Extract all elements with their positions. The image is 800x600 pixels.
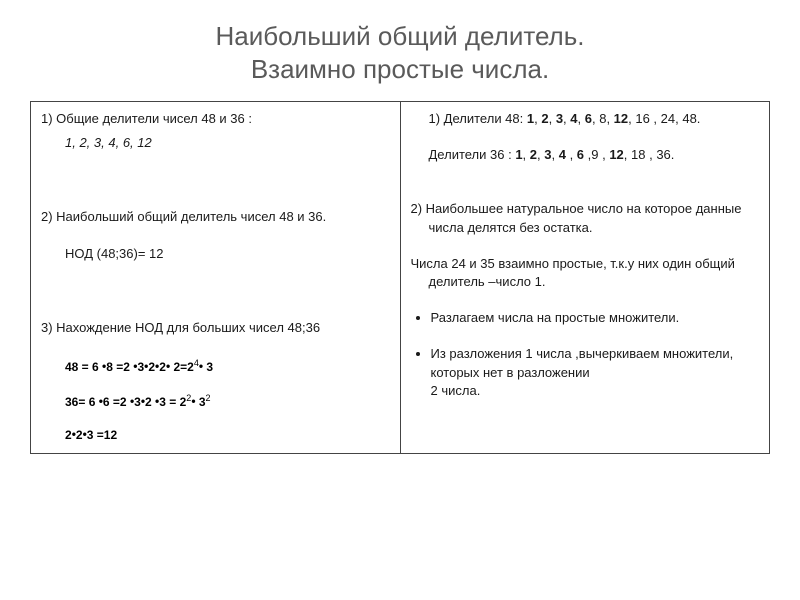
equations-block: 48 = 6 •8 =2 •3•2•2• 2=24• 3 36= 6 •6 =2… [41, 357, 390, 443]
text-bold: 6 [577, 147, 584, 162]
eq-frag: 3 [134, 395, 141, 409]
list-item: Разлагаем числа на простые множители. [431, 309, 760, 327]
text-frag: Делители 36 : [429, 147, 516, 162]
text-bold: 1 [515, 147, 522, 162]
eq-frag: 2 [145, 395, 155, 409]
eq-frag: 2 [65, 428, 72, 442]
spacer [41, 269, 390, 319]
dot-icon: • [155, 359, 159, 373]
spacer [65, 378, 390, 390]
eq-frag: 3 =12 [87, 428, 117, 442]
dot-icon: • [83, 427, 87, 441]
dot-icon: • [72, 427, 76, 441]
eq-frag: 8 =2 [106, 360, 133, 374]
dot-icon: • [102, 359, 106, 373]
eq-frag: 3 = [159, 395, 179, 409]
text-bold: 2 [530, 147, 537, 162]
spacer [411, 170, 760, 200]
spacer [411, 134, 760, 146]
right-cell: 1) Делители 48: 1, 2, 3, 4, 6, 8, 12, 16… [400, 102, 770, 454]
eq-frag: 2= [170, 360, 187, 374]
slide-title: Наибольший общий делитель. Взаимно прост… [30, 20, 770, 85]
dot-icon: • [141, 394, 145, 408]
spacer [41, 233, 390, 245]
left-p2-label: 2) Наибольший общий делитель чисел 48 и … [41, 208, 390, 226]
right-p4: Числа 24 и 35 взаимно простые, т.к.у них… [411, 255, 760, 291]
spacer [411, 297, 760, 309]
text-bold: 12 [614, 111, 628, 126]
content-table: 1) Общие делители чисел 48 и 36 : 1, 2, … [30, 101, 770, 454]
list-text: Разлагаем числа на простые множители. [431, 310, 680, 325]
dot-icon: • [155, 394, 159, 408]
spacer [41, 158, 390, 208]
eq-frag: 48 = 6 [65, 360, 102, 374]
text-frag: , 16 , 24, 48. [628, 111, 700, 126]
left-cell: 1) Общие делители чисел 48 и 36 : 1, 2, … [31, 102, 401, 454]
title-line-2: Взаимно простые числа. [251, 54, 549, 84]
eq-line-3: 2•2•3 =12 [65, 427, 390, 444]
eq-line-1: 48 = 6 •8 =2 •3•2•2• 2=24• 3 [65, 357, 390, 376]
spacer [41, 343, 390, 355]
text-bold: 2 [541, 111, 548, 126]
text-bold: 4 [559, 147, 566, 162]
right-p1: 1) Делители 48: 1, 2, 3, 4, 6, 8, 12, 16… [411, 110, 760, 128]
text-bold: 1 [527, 111, 534, 126]
dot-icon: • [133, 359, 137, 373]
list-item: Из разложения 1 числа ,вычеркиваем множи… [431, 345, 760, 400]
left-p3-label: 3) Нахождение НОД для больших чисел 48;3… [41, 319, 390, 337]
text-frag: ,9 , [584, 147, 609, 162]
eq-frag: 2 [159, 360, 166, 374]
right-p2: Делители 36 : 1, 2, 3, 4 , 6 ,9 , 12, 18… [411, 146, 760, 164]
eq-frag: 6 =2 [103, 395, 130, 409]
dot-icon: • [99, 394, 103, 408]
dot-icon: • [130, 394, 134, 408]
eq-frag: 2 [187, 360, 194, 374]
text-bold: 3 [556, 111, 563, 126]
list-text: Из разложения 1 числа ,вычеркиваем множи… [431, 346, 734, 379]
text-frag: 1) Делители 48: [429, 111, 527, 126]
right-bullet-list: Разлагаем числа на простые множители. Из… [411, 309, 760, 400]
dot-icon: • [199, 359, 203, 373]
eq-frag: 3 [196, 395, 206, 409]
list-text: 2 числа. [431, 383, 481, 398]
eq-frag: 36= 6 [65, 395, 99, 409]
title-line-1: Наибольший общий делитель. [215, 21, 584, 51]
spacer [431, 333, 760, 345]
spacer [65, 413, 390, 425]
eq-line-2: 36= 6 •6 =2 •3•2 •3 = 22• 32 [65, 392, 390, 411]
text-frag: , 8, [592, 111, 614, 126]
text-bold: 12 [609, 147, 623, 162]
right-p3: 2) Наибольшее натуральное число на котор… [411, 200, 760, 236]
dot-icon: • [191, 394, 195, 408]
left-p1-label: 1) Общие делители чисел 48 и 36 : [41, 110, 390, 128]
left-p1-values: 1, 2, 3, 4, 6, 12 [41, 134, 390, 152]
dot-icon: • [144, 359, 148, 373]
text-bold: 3 [544, 147, 551, 162]
dot-icon: • [166, 359, 170, 373]
left-p2-result: НОД (48;36)= 12 [41, 245, 390, 263]
eq-exp: 2 [206, 393, 211, 403]
text-frag: , 18 , 36. [624, 147, 675, 162]
slide-root: Наибольший общий делитель. Взаимно прост… [0, 0, 800, 600]
eq-frag: 2 [76, 428, 83, 442]
text-bold: 6 [585, 111, 592, 126]
spacer [411, 243, 760, 255]
text-bold: 4 [570, 111, 577, 126]
eq-frag: 3 [203, 360, 213, 374]
